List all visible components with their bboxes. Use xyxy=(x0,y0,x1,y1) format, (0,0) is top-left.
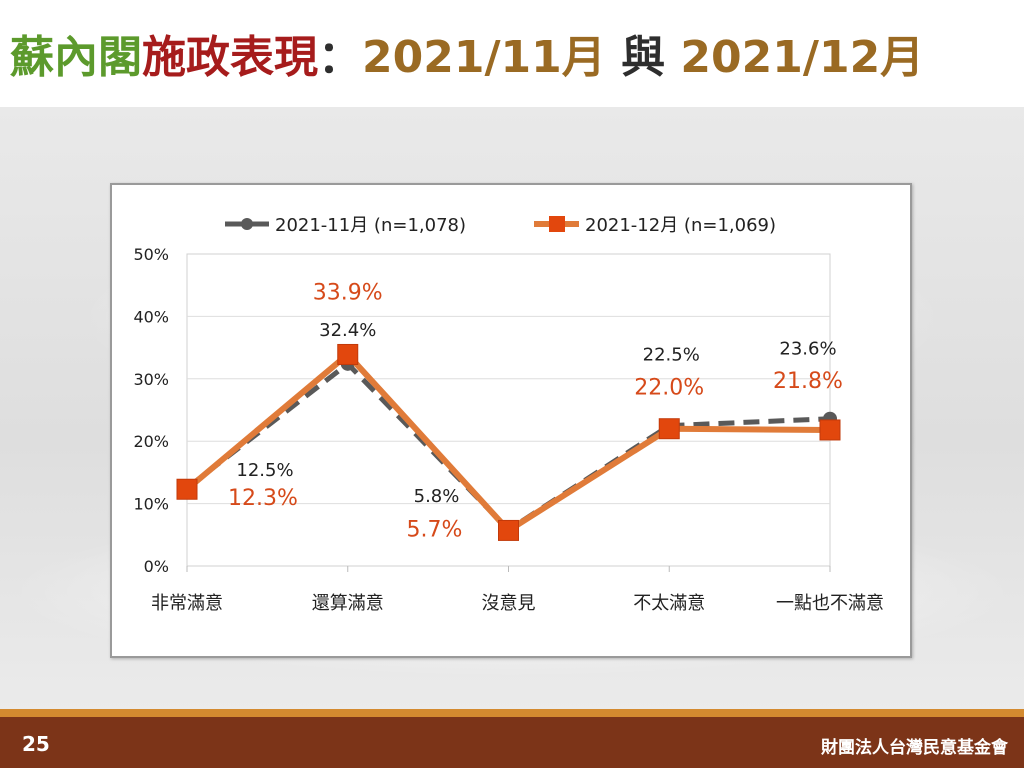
legend-swatch-point-dec xyxy=(549,216,565,232)
y-tick-label: 40% xyxy=(133,307,169,326)
data-label-nov: 5.8% xyxy=(414,486,460,507)
title-part-nov: 2021/11月 xyxy=(362,32,606,83)
data-label-dec: 21.8% xyxy=(773,369,843,394)
series-point-dec xyxy=(498,519,519,541)
data-label-nov: 22.5% xyxy=(643,345,700,366)
series-point-dec xyxy=(819,419,841,441)
y-tick-label: 50% xyxy=(133,245,169,264)
data-label-nov: 23.6% xyxy=(779,339,836,360)
series-point-dec xyxy=(176,478,198,500)
x-category-label: 沒意見 xyxy=(482,593,536,614)
chart-frame: 0% 10% 20% 30% 40% 50% 非常滿意 還算滿意 沒意見 不太滿意 一點也不滿意 12… xyxy=(110,183,912,658)
title-part-performance: 施政表現 xyxy=(142,32,318,83)
data-label-dec: 22.0% xyxy=(634,376,704,401)
series-point-dec xyxy=(658,418,680,440)
organization-name: 財團法人台灣民意基金會 xyxy=(821,738,1008,758)
x-category-label: 非常滿意 xyxy=(151,593,223,614)
title-part-cabinet: 蘇內閣 xyxy=(10,32,142,83)
title-part-dec: 2021/12月 xyxy=(680,32,925,83)
x-category-label: 還算滿意 xyxy=(312,593,384,614)
page-number: 25 xyxy=(22,732,50,756)
title-part-and: 與 xyxy=(621,32,666,83)
legend-label-dec: 2021-12月 (n=1,069) xyxy=(585,215,776,236)
data-label-dec: 33.9% xyxy=(313,280,383,305)
footer-accent-strip xyxy=(0,709,1024,717)
y-tick-label: 30% xyxy=(133,370,169,389)
y-tick-label: 20% xyxy=(133,432,169,451)
data-label-dec: 12.3% xyxy=(228,486,298,511)
slide-title: 蘇內閣施政表現：2021/11月 與 2021/12月 xyxy=(10,18,924,98)
legend-label-nov: 2021-11月 (n=1,078) xyxy=(275,215,466,236)
x-category-label: 不太滿意 xyxy=(633,593,705,614)
data-label-nov: 32.4% xyxy=(319,320,376,341)
footer-bar xyxy=(0,717,1024,768)
y-tick-label: 0% xyxy=(144,557,169,576)
data-label-dec: 5.7% xyxy=(407,517,463,542)
line-chart: 0% 10% 20% 30% 40% 50% 非常滿意 還算滿意 沒意見 不太滿意 一點也不滿意 12… xyxy=(133,215,884,614)
series-point-dec xyxy=(337,343,359,365)
data-label-nov: 12.5% xyxy=(236,460,293,481)
y-tick-label: 10% xyxy=(133,495,169,514)
legend-swatch-point-nov xyxy=(241,218,253,230)
title-colon: ： xyxy=(318,32,362,83)
x-category-label: 一點也不滿意 xyxy=(776,593,884,614)
